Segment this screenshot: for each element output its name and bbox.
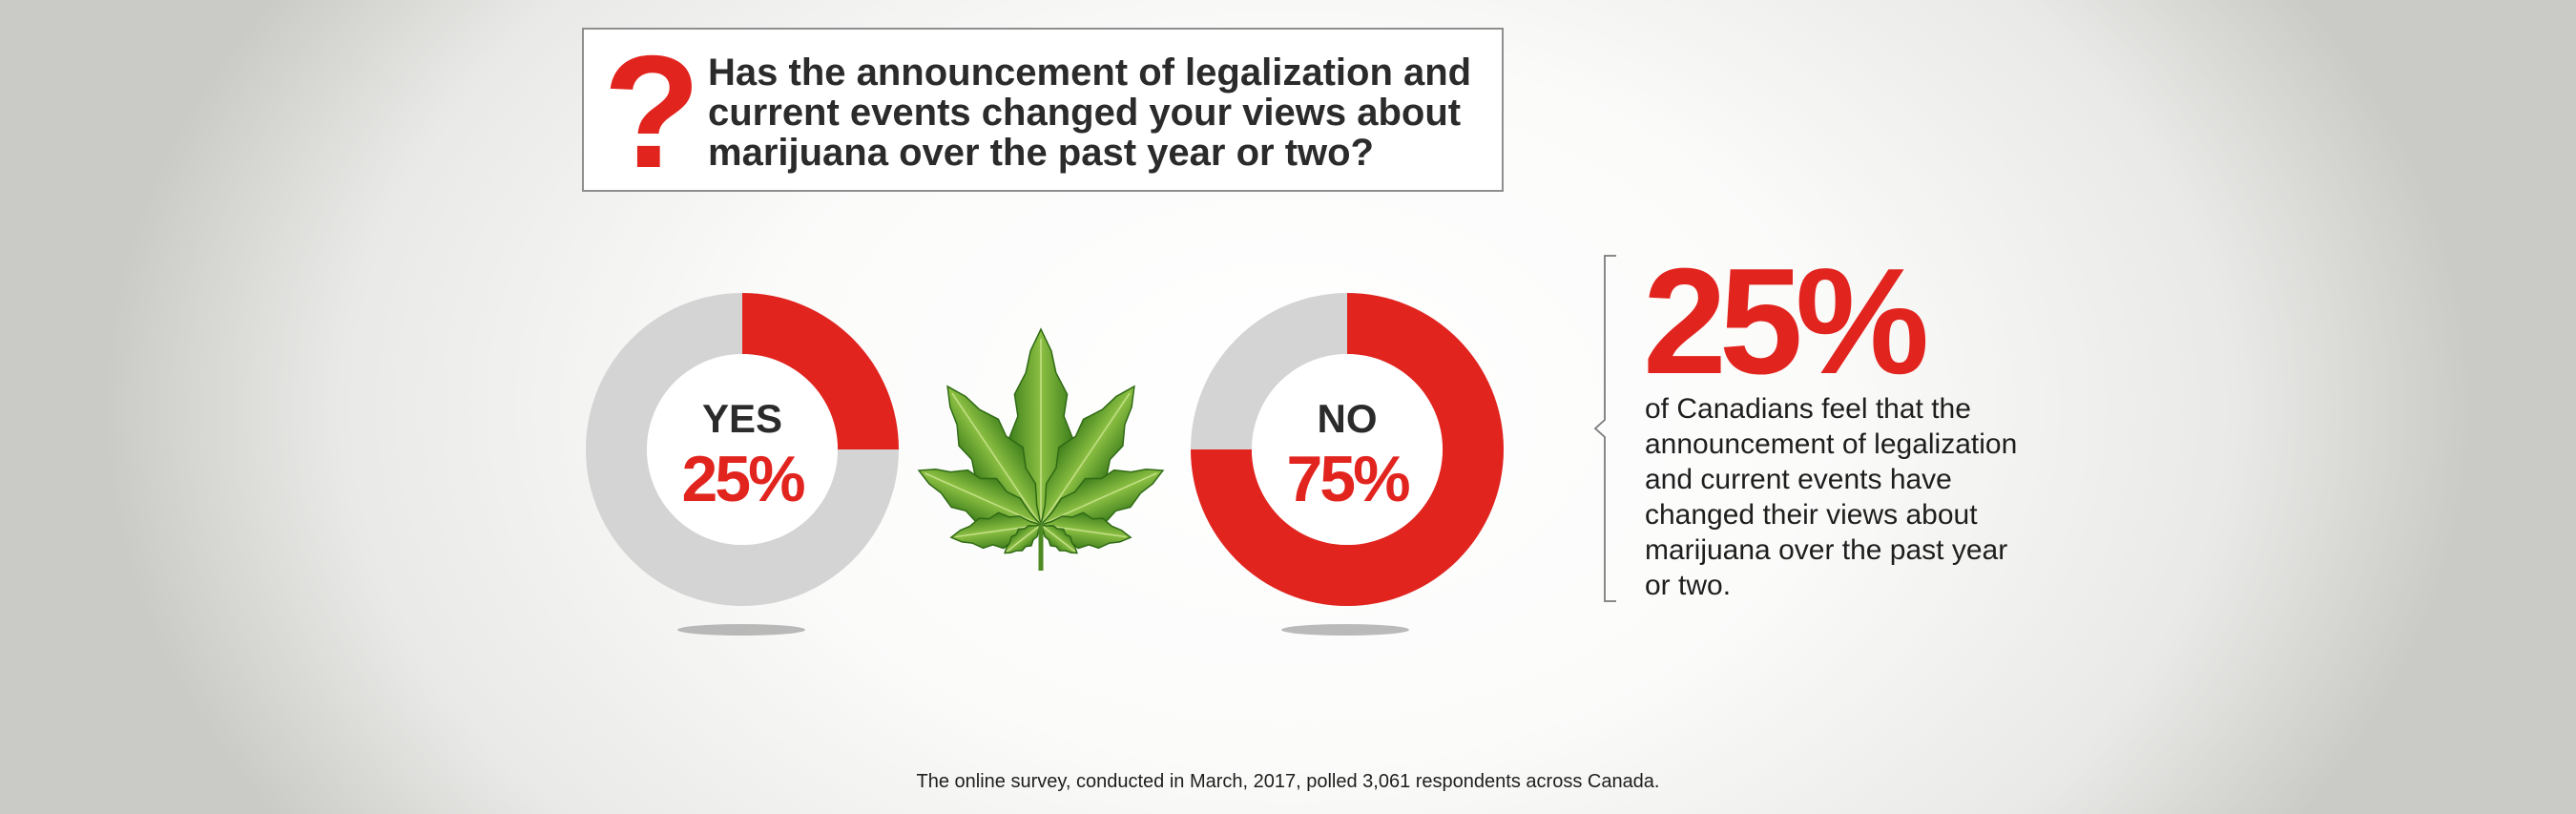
donut-shadow-yes	[677, 624, 805, 636]
donut-slice-no	[1191, 293, 1504, 606]
leaf-vein	[1040, 392, 1131, 526]
donut-value-no: 75%	[1286, 443, 1409, 515]
leaf-vein	[1006, 524, 1042, 553]
leaf-vein	[951, 392, 1042, 526]
question-box: ? Has the announcement of legalization a…	[582, 28, 1504, 192]
donut-slice-yes	[742, 293, 899, 449]
donut-value-yes: 25%	[681, 443, 804, 515]
donut-hole	[1252, 354, 1443, 545]
cannabis-leaf-icon	[917, 327, 1165, 571]
donut-chart-yes: YES 25%	[586, 293, 899, 606]
donut-chart-no: NO 75%	[1191, 293, 1504, 606]
question-mark-icon: ?	[603, 22, 701, 201]
stat-description: of Canadians feel that the announcement …	[1645, 393, 2018, 601]
leaf-vein	[1040, 472, 1157, 526]
stat-percentage: 25%	[1643, 238, 1929, 406]
donut-label-yes: YES	[702, 396, 782, 441]
donut-shadow-no	[1281, 624, 1409, 636]
donut-label-no: NO	[1318, 396, 1378, 441]
callout-bracket	[1593, 255, 1616, 602]
leaf-vein	[1040, 524, 1076, 553]
leaf-vein	[924, 472, 1042, 526]
survey-footnote: The online survey, conducted in March, 2…	[916, 771, 1660, 792]
donut-hole	[647, 354, 838, 545]
question-text: Has the announcement of legalization and…	[708, 52, 1472, 174]
